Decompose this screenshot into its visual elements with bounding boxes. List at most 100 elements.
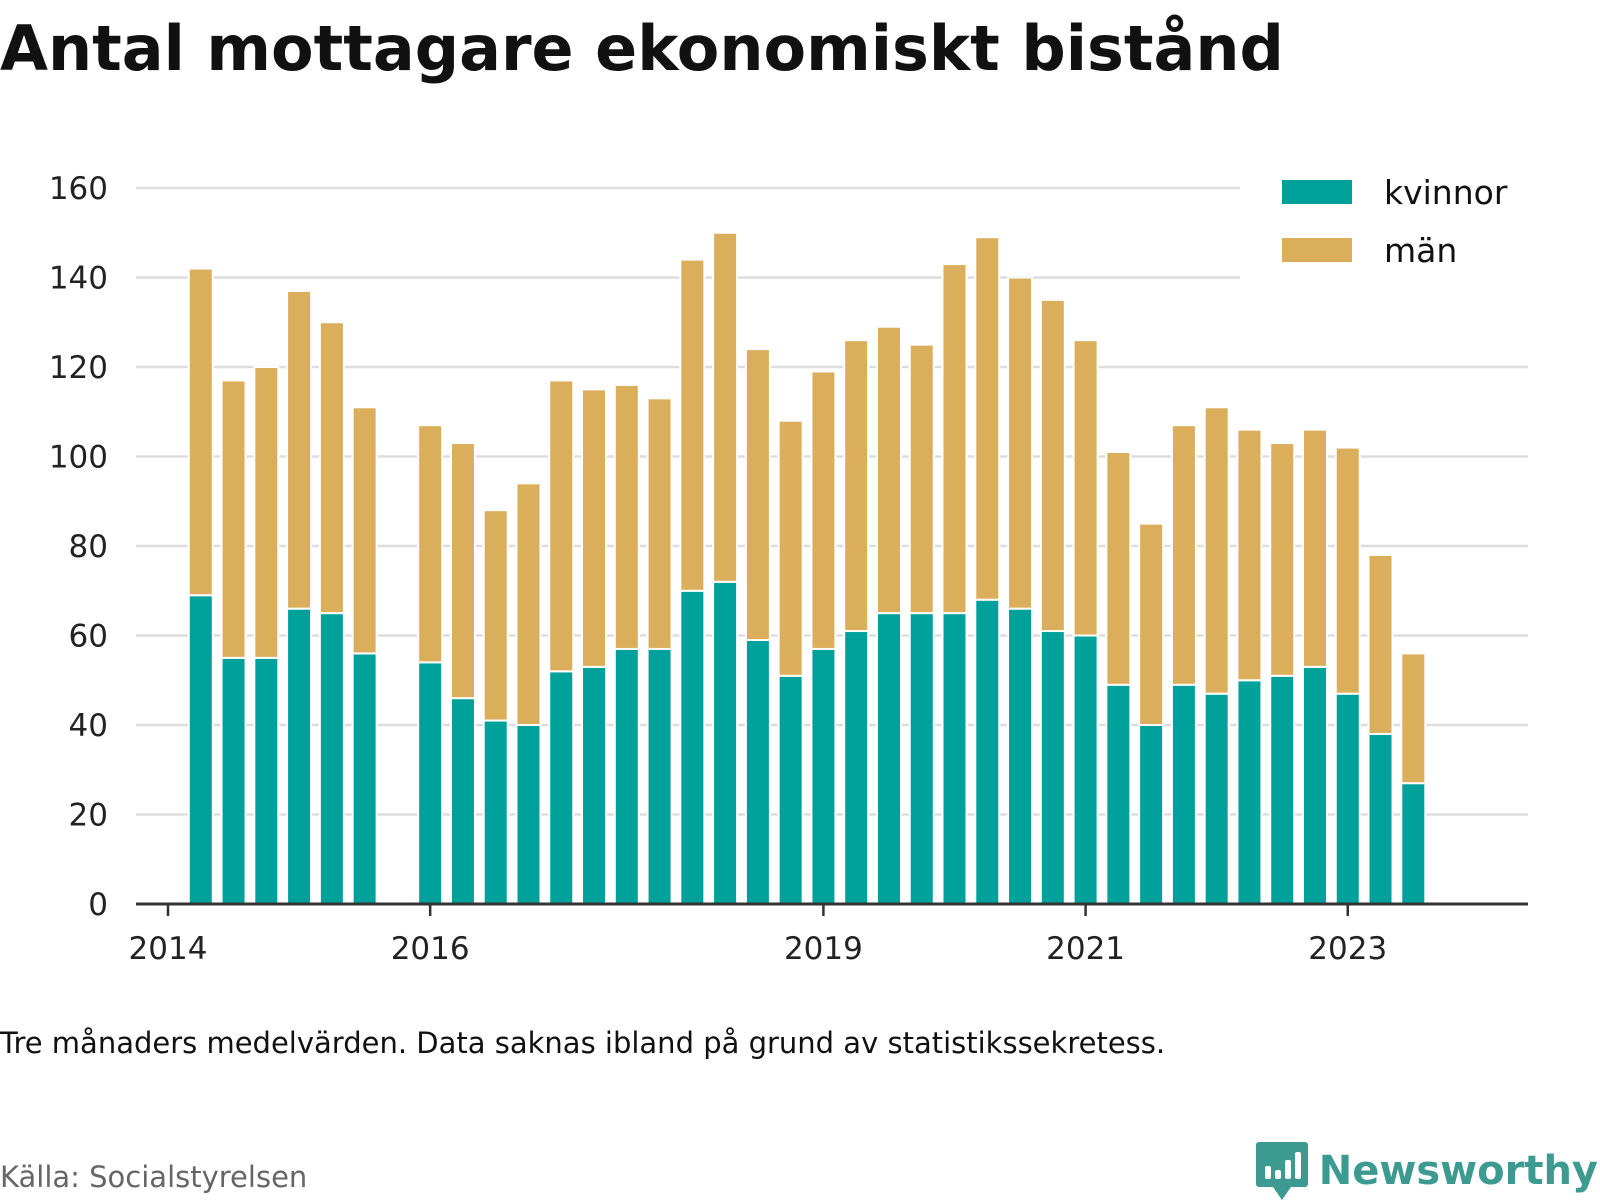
x-axis-ticks: 2014 2016 2019 2021 2023: [129, 904, 1387, 967]
bar-segment-man: [1203, 406, 1230, 695]
bar-segment-kvinnor: [1039, 630, 1066, 906]
bar-segment-kvinnor: [843, 630, 870, 906]
bar-segment-man: [1039, 298, 1066, 633]
bar-segment-kvinnor: [449, 697, 476, 906]
bar-segment-kvinnor: [1072, 634, 1099, 905]
bar-segment-man: [1367, 553, 1394, 735]
bar-segment-man: [482, 509, 509, 722]
bar-segment-kvinnor: [1400, 782, 1427, 905]
y-tick-label: 80: [69, 529, 108, 565]
bar-segment-kvinnor: [1269, 674, 1296, 906]
bar-segment-kvinnor: [875, 612, 902, 905]
bar-segment-kvinnor: [1007, 607, 1034, 906]
bar-segment-man: [1072, 339, 1099, 637]
bar-segment-man: [449, 442, 476, 700]
bar-segment-kvinnor: [515, 724, 542, 905]
bar-segment-kvinnor: [777, 674, 804, 906]
legend-label-kvinnor: kvinnor: [1384, 173, 1508, 212]
bar-segment-kvinnor: [286, 607, 313, 906]
bar-segment-man: [417, 424, 444, 664]
bar-segment-man: [1007, 276, 1034, 610]
bar-segment-kvinnor: [679, 589, 706, 905]
y-tick-label: 100: [49, 440, 108, 476]
bar-segment-kvinnor: [1301, 665, 1328, 906]
y-tick-label: 140: [49, 261, 108, 297]
bar-segment-man: [286, 289, 313, 610]
bar-segment-man: [581, 388, 608, 668]
chart-footnote: Tre månaders medelvärden. Data saknas ib…: [0, 1026, 1166, 1060]
bar-segment-kvinnor: [1236, 679, 1263, 905]
y-axis-tick-labels: 0 20 40 60 80 100 120 140 160: [49, 171, 108, 923]
bar-segment-kvinnor: [220, 656, 247, 905]
bar-segment-kvinnor: [908, 612, 935, 905]
bar-segment-kvinnor: [581, 665, 608, 906]
bar-segment-man: [1105, 451, 1132, 686]
bar-segment-man: [515, 482, 542, 726]
bar-segment-man: [1400, 652, 1427, 785]
bar-segment-man: [1138, 522, 1165, 726]
legend-swatch-kvinnor: [1282, 180, 1352, 204]
bar-segment-man: [548, 379, 575, 673]
bar-segment-man: [318, 321, 345, 615]
bar-chart-speech-bubble-icon: [1255, 1142, 1308, 1200]
bar-segment-man: [875, 325, 902, 615]
bar-segment-man: [843, 339, 870, 633]
chart-title: Antal mottagare ekonomiskt bistånd: [0, 12, 1284, 85]
bar-segment-man: [1269, 442, 1296, 677]
bar-segment-man: [1170, 424, 1197, 686]
source-label: Källa: Socialstyrelsen: [0, 1160, 308, 1194]
bar-segment-kvinnor: [941, 612, 968, 905]
bar-segment-kvinnor: [482, 719, 509, 906]
bar-segment-kvinnor: [712, 580, 739, 905]
y-tick-label: 40: [69, 708, 108, 744]
bar-segment-man: [187, 267, 214, 597]
bar-segment-man: [351, 406, 378, 655]
bars: [187, 231, 1427, 906]
bar-segment-man: [613, 383, 640, 650]
bar-segment-kvinnor: [548, 670, 575, 905]
bar-segment-kvinnor: [187, 594, 214, 905]
bar-segment-man: [679, 258, 706, 592]
y-tick-label: 60: [69, 619, 108, 655]
bar-segment-man: [744, 348, 771, 641]
y-tick-label: 20: [69, 798, 108, 834]
x-tick-label: 2023: [1308, 931, 1387, 967]
bar-segment-man: [941, 263, 968, 615]
bar-segment-kvinnor: [1334, 692, 1361, 905]
bar-segment-kvinnor: [1367, 732, 1394, 906]
y-tick-label: 120: [49, 350, 108, 386]
legend: kvinnor män: [1240, 162, 1530, 280]
bar-segment-kvinnor: [1203, 692, 1230, 905]
bar-segment-man: [712, 231, 739, 583]
bar-segment-kvinnor: [417, 661, 444, 905]
bar-segment-man: [974, 236, 1001, 601]
bar-segment-kvinnor: [646, 647, 673, 905]
bar-segment-man: [908, 343, 935, 615]
x-tick-label: 2019: [784, 931, 863, 967]
x-tick-label: 2021: [1046, 931, 1125, 967]
x-tick-label: 2014: [129, 931, 208, 967]
bar-segment-kvinnor: [613, 647, 640, 905]
bar-segment-man: [1236, 428, 1263, 682]
brand-logo: Newsworthy: [1255, 1140, 1598, 1202]
bar-segment-kvinnor: [351, 652, 378, 906]
legend-label-man: män: [1384, 231, 1457, 270]
legend-swatch-man: [1282, 238, 1352, 262]
brand-name: Newsworthy: [1318, 1148, 1598, 1194]
bar-segment-man: [810, 370, 837, 650]
bar-segment-kvinnor: [810, 647, 837, 905]
bar-segment-man: [1301, 428, 1328, 668]
bar-segment-man: [646, 397, 673, 650]
y-tick-label: 0: [88, 887, 108, 923]
bar-segment-man: [1334, 446, 1361, 695]
bar-segment-kvinnor: [1170, 683, 1197, 905]
bar-segment-man: [253, 366, 280, 659]
bar-segment-kvinnor: [1138, 724, 1165, 905]
bar-segment-kvinnor: [253, 656, 280, 905]
x-tick-label: 2016: [391, 931, 470, 967]
bar-segment-man: [220, 379, 247, 659]
bar-segment-kvinnor: [974, 598, 1001, 905]
y-tick-label: 160: [49, 171, 108, 207]
bar-segment-kvinnor: [744, 638, 771, 905]
